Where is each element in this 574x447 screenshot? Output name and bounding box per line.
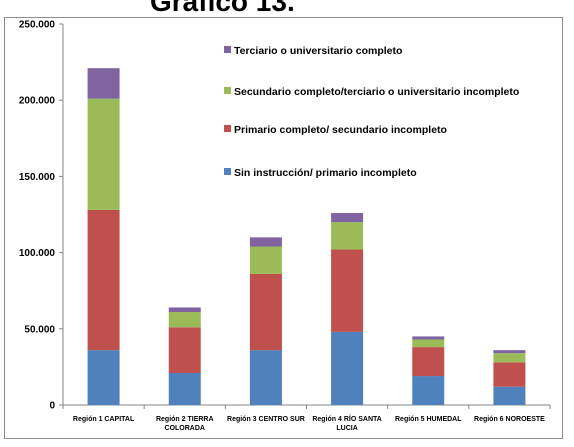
x-tick-label: LUCIA bbox=[336, 425, 357, 432]
legend-label: Secundario completo/terciario o universi… bbox=[234, 86, 519, 98]
legend-label: Sin instrucción/ primario incompleto bbox=[234, 167, 417, 179]
bar-segment bbox=[168, 312, 201, 328]
bar-segment bbox=[87, 98, 120, 210]
bar-segment bbox=[493, 386, 526, 405]
legend-swatch bbox=[224, 46, 231, 53]
bar-segment bbox=[249, 273, 282, 351]
x-tick-label: Región 3 CENTRO SUR bbox=[227, 416, 305, 423]
x-tick-label: Región 6 NOROESTE bbox=[474, 416, 545, 423]
bar-segment bbox=[87, 209, 120, 351]
legend-label: Terciario o universitario completo bbox=[234, 45, 402, 57]
bar-segment bbox=[249, 246, 282, 274]
bar-segment bbox=[331, 331, 364, 405]
bar-segment bbox=[249, 350, 282, 405]
y-tick-label: 100.000 bbox=[19, 248, 56, 259]
bar-segment bbox=[412, 339, 445, 348]
bar-segment bbox=[249, 237, 282, 247]
bar-segment bbox=[168, 307, 201, 313]
x-tick-label: Región 4 RÍO SANTA bbox=[312, 414, 381, 423]
bar-segment bbox=[168, 372, 201, 405]
x-tick-label: Región 2 TIERRA bbox=[156, 416, 214, 423]
bar-segment bbox=[412, 336, 445, 340]
legend-swatch bbox=[224, 125, 231, 132]
bar-segment bbox=[168, 327, 201, 373]
bar-segment bbox=[331, 212, 364, 223]
x-tick-label: Región 1 CAPITAL bbox=[73, 416, 135, 423]
legend-swatch bbox=[224, 87, 231, 94]
bar-segment bbox=[87, 350, 120, 405]
y-tick-label: 0 bbox=[49, 401, 55, 412]
bar-segment bbox=[412, 347, 445, 377]
y-tick-label: 150.000 bbox=[19, 172, 56, 183]
bar-segment bbox=[412, 376, 445, 405]
y-tick-label: 250.000 bbox=[19, 20, 56, 31]
y-tick-label: 50.000 bbox=[24, 324, 55, 335]
bar-segment bbox=[331, 222, 364, 250]
bar-segment bbox=[331, 249, 364, 332]
bar-segment bbox=[493, 353, 526, 363]
y-tick-label: 200.000 bbox=[19, 96, 56, 107]
chart-title: Gráfico 13. bbox=[150, 0, 295, 17]
bar-segment bbox=[87, 68, 120, 99]
bar-segment bbox=[493, 350, 526, 354]
x-tick-label: COLORADA bbox=[165, 425, 205, 432]
legend-swatch bbox=[224, 168, 231, 175]
legend-label: Primario completo/ secundario incompleto bbox=[234, 124, 447, 136]
bar-segment bbox=[493, 362, 526, 387]
x-tick-label: Región 5 HUMEDAL bbox=[395, 416, 462, 423]
